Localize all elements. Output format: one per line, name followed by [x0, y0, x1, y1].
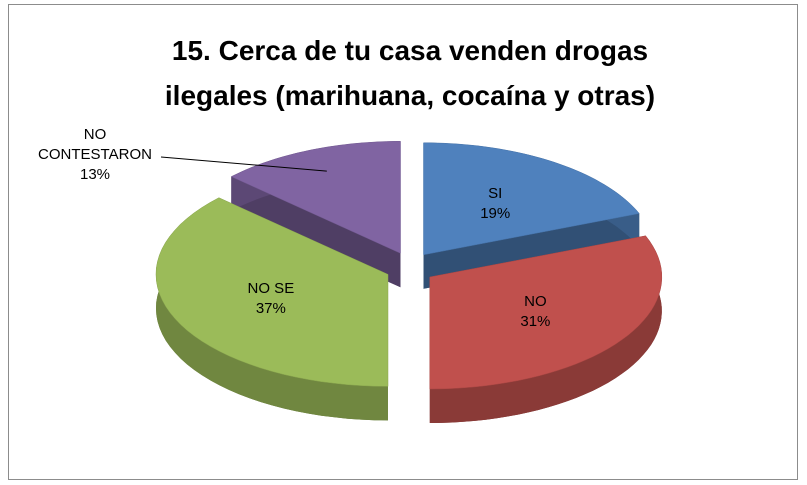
chart-title: 15. Cerca de tu casa venden drogas ilega… — [164, 35, 656, 111]
slice — [230, 141, 401, 288]
label-category: NO SE — [247, 279, 295, 297]
slice-side — [429, 235, 662, 423]
label-category: SI — [488, 184, 503, 202]
slice-top — [155, 197, 389, 387]
data-label: SI 19% — [480, 184, 510, 224]
slice-top — [429, 235, 663, 390]
label-category: NO CONTESTARON — [38, 126, 152, 163]
slice-top — [423, 142, 640, 256]
slice — [429, 235, 663, 423]
data-label: NO SE 37% — [248, 279, 295, 319]
data-label: NO CONTESTARON 13% — [30, 125, 160, 185]
data-label: NO 31% — [520, 292, 550, 332]
label-value: 19% — [480, 204, 511, 222]
label-value: 37% — [255, 299, 286, 317]
slice — [155, 197, 389, 421]
label-category: NO — [524, 292, 547, 310]
chart-frame — [8, 4, 798, 480]
label-value: 31% — [520, 312, 551, 330]
label-value: 13% — [79, 166, 111, 183]
slice-top — [230, 141, 401, 254]
slice-wall — [231, 176, 401, 288]
leader-line — [160, 156, 327, 172]
slice-side — [156, 197, 388, 421]
